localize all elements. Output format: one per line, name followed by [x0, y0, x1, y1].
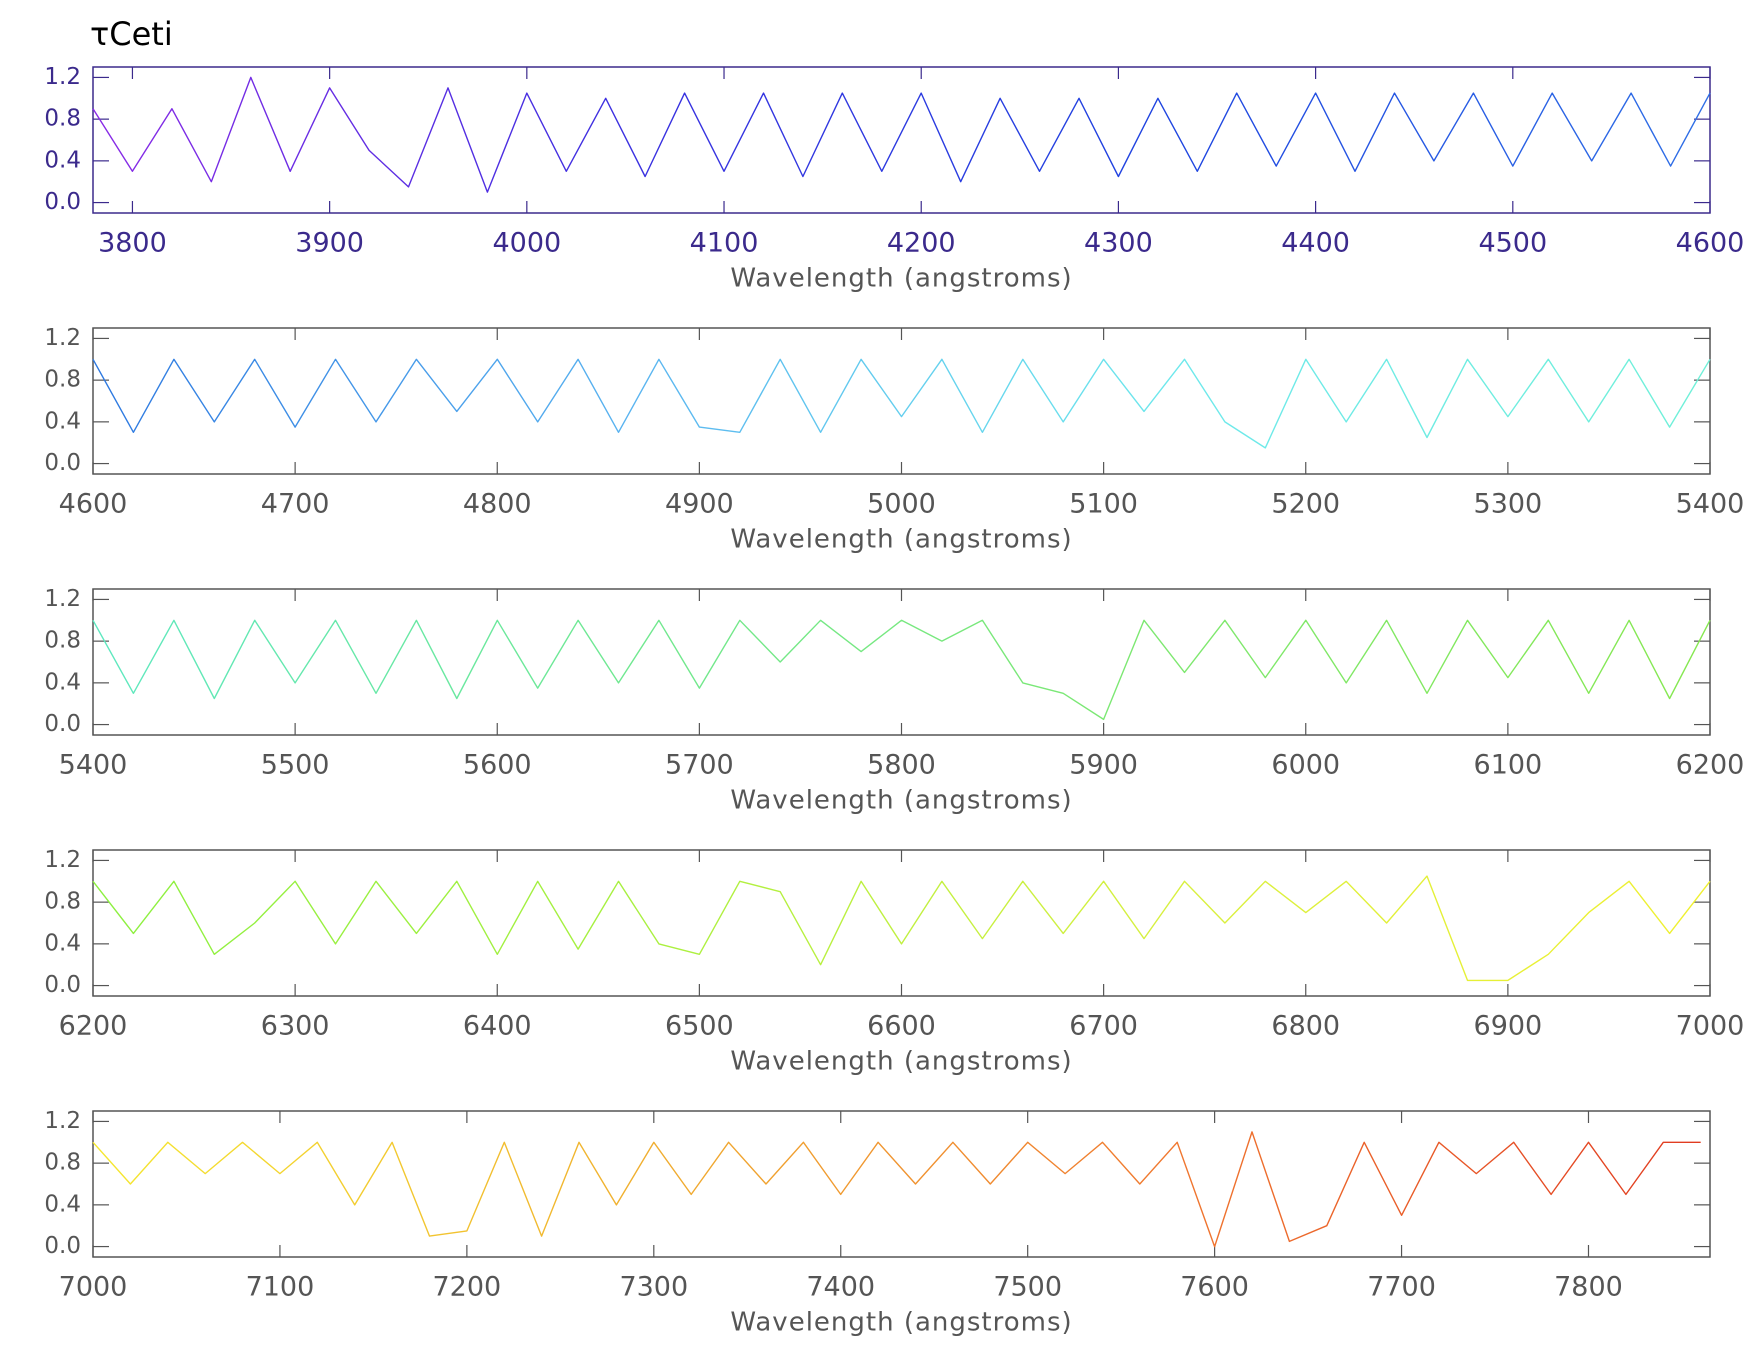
x-tick-label: 7800: [1554, 1272, 1623, 1303]
spectrum-line: [92, 875, 1711, 982]
x-tick-label: 6600: [867, 1011, 936, 1042]
x-tick-label: 4400: [1281, 228, 1350, 259]
x-tick-label: 4800: [463, 489, 532, 520]
x-axis-label: Wavelength (angstroms): [730, 1047, 1072, 1077]
x-tick-label: 6200: [59, 1011, 128, 1042]
y-tick-label: 0.8: [44, 1150, 81, 1176]
spectrum-line: [92, 76, 1711, 193]
y-tick-label: 1.2: [44, 847, 81, 873]
y-tick-label: 0.4: [44, 930, 81, 956]
x-tick-label: 6800: [1271, 1011, 1340, 1042]
x-tick-label: 7600: [1180, 1272, 1249, 1303]
x-tick-label: 5800: [867, 750, 936, 781]
plot-frame: [92, 327, 1711, 475]
x-tick-label: 7000: [59, 1272, 128, 1303]
x-tick-label: 4200: [887, 228, 956, 259]
x-tick-label: 3800: [98, 228, 167, 259]
x-tick-label: 4900: [665, 489, 734, 520]
x-tick-label: 7000: [1676, 1011, 1745, 1042]
x-tick-label: 7400: [806, 1272, 875, 1303]
y-tick-label: 0.4: [44, 408, 81, 434]
y-tick-label: 1.2: [44, 1108, 81, 1134]
x-tick-label: 6300: [261, 1011, 330, 1042]
x-tick-label: 5200: [1271, 489, 1340, 520]
y-tick-label: 0.0: [44, 1233, 81, 1259]
x-tick-label: 7300: [619, 1272, 688, 1303]
y-tick-label: 0.4: [44, 1191, 81, 1217]
x-tick-label: 4100: [690, 228, 759, 259]
x-axis-label: Wavelength (angstroms): [730, 525, 1072, 555]
y-tick-label: 0.0: [44, 711, 81, 737]
x-tick-label: 6700: [1069, 1011, 1138, 1042]
x-tick-label: 6500: [665, 1011, 734, 1042]
y-tick-label: 0.4: [44, 147, 81, 173]
x-tick-label: 5700: [665, 750, 734, 781]
y-tick-label: 1.2: [44, 325, 81, 351]
x-tick-label: 5900: [1069, 750, 1138, 781]
x-tick-label: 6000: [1271, 750, 1340, 781]
x-tick-label: 6100: [1474, 750, 1543, 781]
x-axis-label: Wavelength (angstroms): [730, 1308, 1072, 1338]
x-tick-label: 7500: [993, 1272, 1062, 1303]
plot-frame: [92, 1110, 1711, 1258]
y-tick-label: 0.0: [44, 189, 81, 215]
x-tick-label: 7100: [246, 1272, 315, 1303]
x-axis-label: Wavelength (angstroms): [730, 264, 1072, 294]
x-tick-label: 6200: [1676, 750, 1745, 781]
x-tick-label: 6900: [1474, 1011, 1543, 1042]
x-tick-label: 7200: [433, 1272, 502, 1303]
x-tick-label: 4600: [1676, 228, 1745, 259]
y-tick-label: 0.8: [44, 628, 81, 654]
x-tick-label: 3900: [295, 228, 364, 259]
y-tick-label: 0.8: [44, 106, 81, 132]
y-tick-label: 1.2: [44, 586, 81, 612]
chart-title: τCeti: [90, 15, 173, 53]
y-tick-label: 0.8: [44, 889, 81, 915]
plot-frame: [92, 66, 1711, 214]
x-tick-label: 4300: [1084, 228, 1153, 259]
y-tick-label: 0.0: [44, 450, 81, 476]
x-tick-label: 5000: [867, 489, 936, 520]
x-tick-label: 5300: [1474, 489, 1543, 520]
x-tick-label: 6400: [463, 1011, 532, 1042]
x-tick-label: 5400: [1676, 489, 1745, 520]
spectrum-line: [92, 1131, 1701, 1248]
x-tick-label: 5400: [59, 750, 128, 781]
x-tick-label: 5100: [1069, 489, 1138, 520]
y-tick-label: 0.4: [44, 669, 81, 695]
y-tick-label: 0.8: [44, 367, 81, 393]
plot-frame: [92, 849, 1711, 997]
x-tick-label: 4600: [59, 489, 128, 520]
x-tick-label: 7700: [1367, 1272, 1436, 1303]
spectrum-line: [92, 619, 1711, 721]
x-tick-label: 5600: [463, 750, 532, 781]
x-tick-label: 4500: [1478, 228, 1547, 259]
y-tick-label: 0.0: [44, 972, 81, 998]
x-tick-label: 4700: [261, 489, 330, 520]
x-tick-label: 5500: [261, 750, 330, 781]
x-tick-label: 4000: [492, 228, 561, 259]
y-tick-label: 1.2: [44, 64, 81, 90]
x-axis-label: Wavelength (angstroms): [730, 786, 1072, 816]
plot-frame: [92, 588, 1711, 736]
spectrum-line: [92, 358, 1711, 449]
